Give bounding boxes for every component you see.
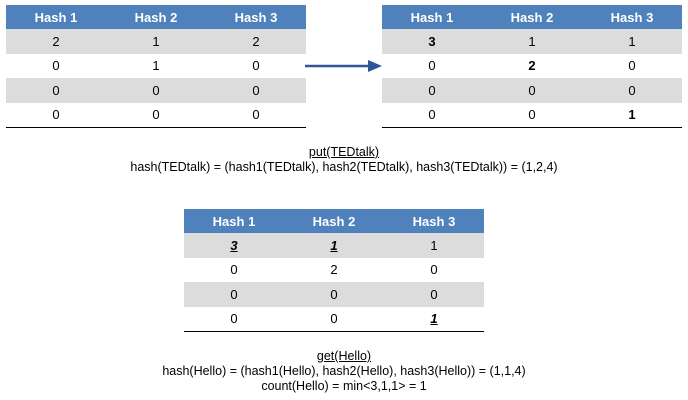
table-cell: 0 <box>382 54 482 79</box>
table-row: 0 0 0 <box>382 78 682 103</box>
table-cell: 0 <box>384 258 484 283</box>
table-cell: 0 <box>184 258 284 283</box>
count-table-after: Hash 1 Hash 2 Hash 3 3 1 1 0 2 0 0 0 0 0… <box>382 5 682 128</box>
table-cell: 0 <box>482 78 582 103</box>
get-title: get(Hello) <box>0 349 688 364</box>
column-header: Hash 3 <box>206 5 306 29</box>
put-formula: hash(TEDtalk) = (hash1(TEDtalk), hash2(T… <box>0 160 688 175</box>
table-cell: 1 <box>106 54 206 79</box>
header-row: Hash 1 Hash 2 Hash 3 <box>6 5 306 29</box>
column-header: Hash 2 <box>482 5 582 29</box>
table-cell: 0 <box>106 78 206 103</box>
table-cell: 0 <box>206 54 306 79</box>
table-row: 3 1 1 <box>382 29 682 54</box>
column-header: Hash 2 <box>284 209 384 233</box>
table-cell: 0 <box>382 103 482 128</box>
put-caption: put(TEDtalk) hash(TEDtalk) = (hash1(TEDt… <box>0 145 688 175</box>
table-row: 0 1 0 <box>6 54 306 79</box>
table-cell: 2 <box>284 258 384 283</box>
table-cell: 0 <box>284 307 384 332</box>
table-cell: 0 <box>6 78 106 103</box>
table-cell: 0 <box>382 78 482 103</box>
column-header: Hash 1 <box>184 209 284 233</box>
count-table-before: Hash 1 Hash 2 Hash 3 2 1 2 0 1 0 0 0 0 0… <box>6 5 306 128</box>
column-header: Hash 2 <box>106 5 206 29</box>
table-cell-lookup: 1 <box>384 307 484 332</box>
column-header: Hash 3 <box>384 209 484 233</box>
table-cell: 0 <box>582 54 682 79</box>
table-cell-lookup: 3 <box>184 233 284 258</box>
header-row: Hash 1 Hash 2 Hash 3 <box>184 209 484 233</box>
get-count: count(Hello) = min<3,1,1> = 1 <box>0 379 688 394</box>
get-caption: get(Hello) hash(Hello) = (hash1(Hello), … <box>0 349 688 394</box>
table-cell: 2 <box>206 29 306 54</box>
table-cell: 0 <box>206 103 306 128</box>
table-row: 0 0 1 <box>184 307 484 332</box>
table-row: 3 1 1 <box>184 233 484 258</box>
column-header: Hash 1 <box>6 5 106 29</box>
table-row: 0 2 0 <box>184 258 484 283</box>
table-cell: 1 <box>582 29 682 54</box>
table-cell-updated: 1 <box>582 103 682 128</box>
table-row: 0 2 0 <box>382 54 682 79</box>
table-cell: 1 <box>384 233 484 258</box>
count-table-lookup: Hash 1 Hash 2 Hash 3 3 1 1 0 2 0 0 0 0 0… <box>184 209 484 332</box>
table-cell: 0 <box>284 282 384 307</box>
get-formula: hash(Hello) = (hash1(Hello), hash2(Hello… <box>0 364 688 379</box>
table-cell: 0 <box>184 282 284 307</box>
table-row: 0 0 0 <box>6 103 306 128</box>
table-cell: 2 <box>6 29 106 54</box>
table-cell-updated: 2 <box>482 54 582 79</box>
table-row: 0 0 0 <box>184 282 484 307</box>
right-arrow-icon <box>304 58 384 74</box>
table-cell-lookup: 1 <box>284 233 384 258</box>
table-cell: 0 <box>6 54 106 79</box>
header-row: Hash 1 Hash 2 Hash 3 <box>382 5 682 29</box>
table-cell: 0 <box>482 103 582 128</box>
table-cell: 1 <box>106 29 206 54</box>
table-row: 0 0 1 <box>382 103 682 128</box>
column-header: Hash 1 <box>382 5 482 29</box>
put-title: put(TEDtalk) <box>0 145 688 160</box>
table-cell: 1 <box>482 29 582 54</box>
table-cell: 0 <box>106 103 206 128</box>
table-row: 0 0 0 <box>6 78 306 103</box>
table-row: 2 1 2 <box>6 29 306 54</box>
table-cell: 0 <box>384 282 484 307</box>
table-cell: 0 <box>582 78 682 103</box>
table-cell-updated: 3 <box>382 29 482 54</box>
table-cell: 0 <box>184 307 284 332</box>
column-header: Hash 3 <box>582 5 682 29</box>
table-cell: 0 <box>206 78 306 103</box>
table-cell: 0 <box>6 103 106 128</box>
